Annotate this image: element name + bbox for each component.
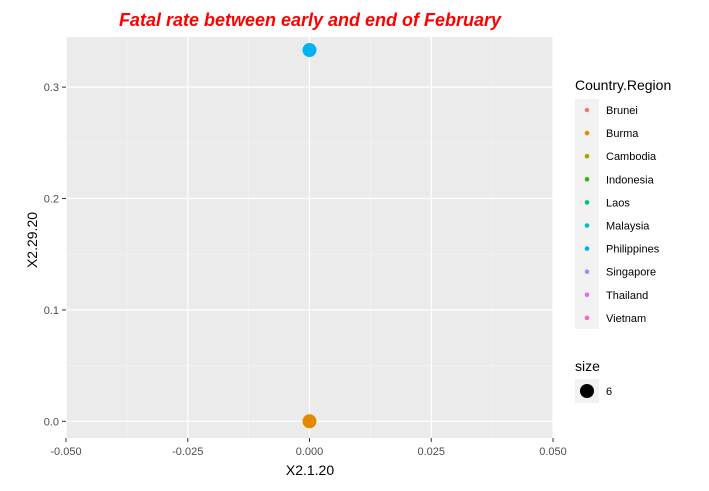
legend-key-burma <box>584 130 590 136</box>
x-axis-label: X2.1.20 <box>286 462 334 478</box>
legend-label-vietnam: Vietnam <box>606 313 646 325</box>
data-point-philippines <box>302 43 317 58</box>
legend-key-cambodia <box>584 153 590 159</box>
x-tick-label: 0.025 <box>417 446 445 458</box>
data-points <box>302 43 317 429</box>
legend-key-philippines <box>584 246 590 251</box>
legend-label-philippines: Philippines <box>606 244 660 256</box>
chart-title: Fatal rate between early and end of Febr… <box>119 10 502 30</box>
x-axis: -0.050 -0.025 0.000 0.025 0.050 <box>50 438 567 458</box>
legend-size-key <box>580 384 594 398</box>
grid-major <box>65 37 554 438</box>
y-axis: 0.0 0.1 0.2 0.3 <box>44 82 66 428</box>
legend-label-brunei: Brunei <box>606 105 638 117</box>
legend-label-laos: Laos <box>606 197 630 209</box>
x-tick-label: 0.050 <box>539 446 567 458</box>
legend-key-malaysia <box>584 223 590 228</box>
data-point-burma <box>302 414 317 429</box>
x-tick-label: 0.000 <box>296 446 324 458</box>
legend-size-label: 6 <box>606 386 612 398</box>
legend-color-items: Brunei Burma Cambodia Indonesia Laos Malaysia… <box>584 105 660 325</box>
legend-label-burma: Burma <box>606 128 639 140</box>
legend-key-indonesia <box>584 177 590 182</box>
legend-label-malaysia: Malaysia <box>606 221 650 233</box>
legend-color-title: Country.Region <box>575 77 671 93</box>
y-tick-label: 0.3 <box>44 82 59 94</box>
y-tick-label: 0.2 <box>44 194 59 206</box>
legend-key-vietnam <box>584 315 590 321</box>
legend: Country.Region Brunei Burma Cambodia Indone… <box>575 77 671 403</box>
legend-label-singapore: Singapore <box>606 267 656 279</box>
x-tick-label: -0.050 <box>50 446 81 458</box>
legend-label-indonesia: Indonesia <box>606 174 655 186</box>
legend-keys-background <box>575 99 599 329</box>
y-tick-label: 0.1 <box>44 305 59 317</box>
legend-key-thailand <box>584 292 590 298</box>
legend-key-laos <box>584 200 590 205</box>
x-tick-label: -0.025 <box>172 446 203 458</box>
legend-label-cambodia: Cambodia <box>606 151 657 163</box>
legend-size-items: 6 <box>575 379 612 403</box>
legend-label-thailand: Thailand <box>606 290 648 302</box>
y-tick-label: 0.0 <box>44 416 59 428</box>
y-axis-label: X2.29.20 <box>24 212 40 268</box>
legend-key-brunei <box>584 107 590 113</box>
legend-key-singapore <box>584 269 590 275</box>
legend-size-title: size <box>575 358 600 374</box>
